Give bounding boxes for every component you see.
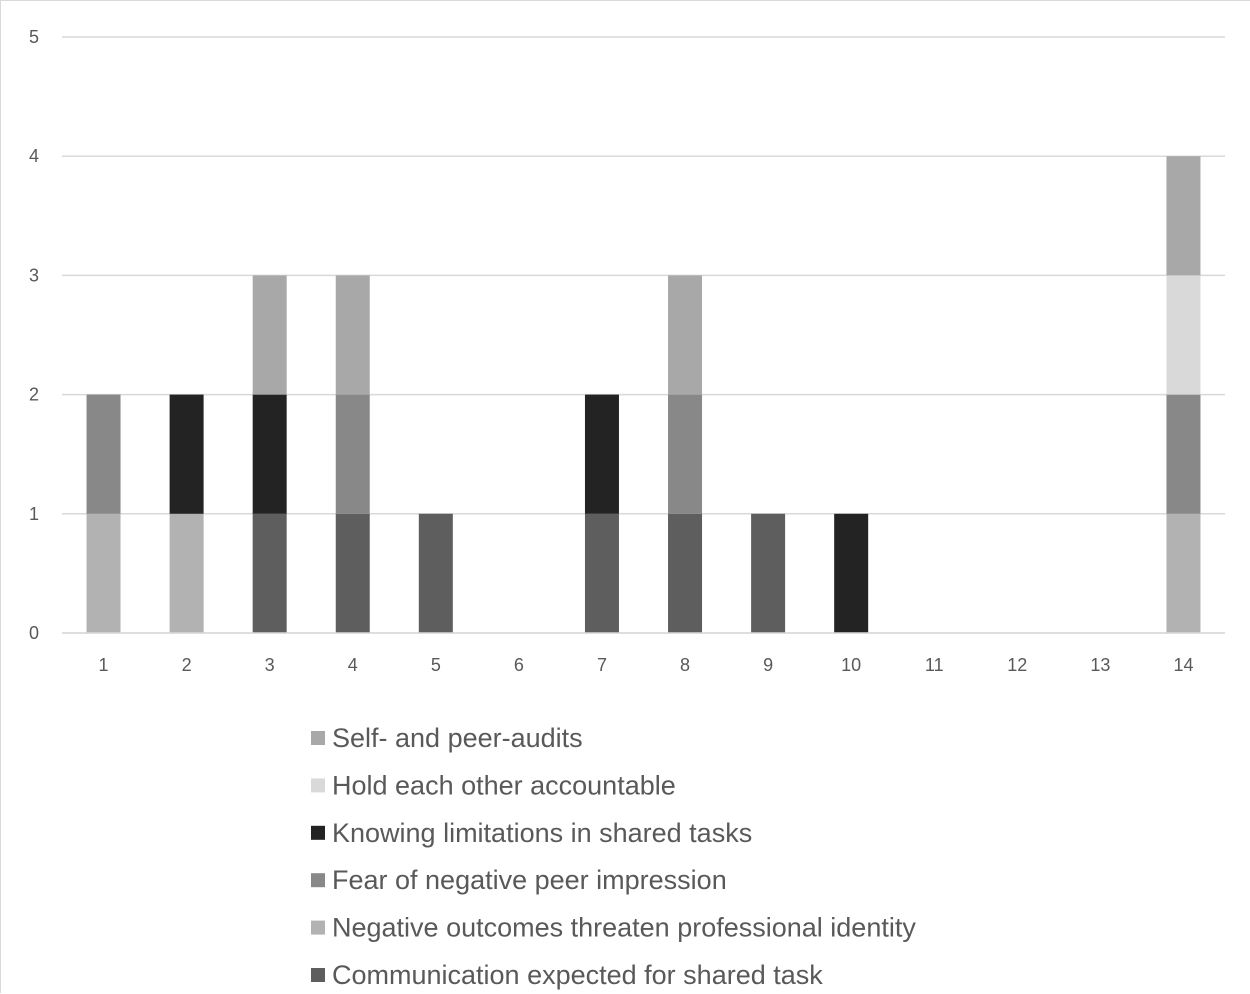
x-axis-ticks: 1 2 3 4 5 6 7 8 9 10 11 12 13 14 (62, 632, 1225, 675)
legend-swatch (311, 968, 325, 982)
legend-label: Fear of negative peer impression (332, 865, 727, 895)
x-tick-label: 5 (431, 655, 441, 675)
bar-segment-5-series-0 (418, 513, 453, 633)
x-tick-label: 9 (763, 655, 773, 675)
legend-label: Negative outcomes threaten professional … (332, 913, 916, 943)
x-tick-label: 7 (597, 655, 607, 675)
x-tick-label: 6 (514, 655, 524, 675)
bar-segment-14-series-4 (1166, 275, 1201, 395)
y-tick-label: 5 (29, 27, 39, 47)
legend-label: Self- and peer-audits (332, 723, 583, 753)
bar-segment-10-series-3 (834, 513, 869, 633)
x-tick-label: 12 (1007, 655, 1027, 675)
bar-segment-14-series-5 (1166, 156, 1201, 276)
y-tick-label: 3 (29, 265, 39, 285)
bar-segment-8-series-2 (668, 394, 703, 514)
bar-segment-1-series-1 (86, 513, 121, 633)
legend-swatch (311, 825, 325, 840)
bar-segment-4-series-0 (335, 513, 370, 633)
bar-segment-3-series-0 (252, 513, 287, 633)
x-tick-label: 11 (925, 655, 944, 675)
legend-label: Knowing limitations in shared tasks (332, 818, 752, 848)
bar-segment-8-series-0 (668, 513, 703, 633)
x-tick-label: 10 (841, 655, 861, 675)
y-axis-ticks: 0 1 2 3 4 5 (29, 27, 39, 643)
legend-label: Hold each other accountable (332, 770, 676, 800)
bar-segment-2-series-1 (169, 513, 204, 633)
bar-segment-7-series-3 (584, 394, 619, 514)
y-tick-label: 1 (29, 504, 39, 524)
bars (86, 156, 1201, 633)
bar-segment-8-series-5 (668, 275, 703, 395)
bar-segment-14-series-1 (1166, 513, 1201, 633)
legend-swatch (311, 873, 325, 888)
bar-segment-3-series-5 (252, 275, 287, 395)
x-tick-label: 4 (348, 655, 358, 675)
bar-segment-9-series-0 (751, 513, 786, 633)
y-tick-label: 4 (29, 146, 39, 166)
x-tick-label: 3 (265, 655, 275, 675)
legend-swatch (311, 731, 325, 745)
y-tick-label: 2 (29, 385, 39, 405)
x-tick-label: 2 (182, 655, 192, 675)
legend: Self- and peer-audits Hold each other acc… (311, 723, 916, 990)
bar-segment-4-series-5 (335, 275, 370, 395)
bar-segment-2-series-3 (169, 394, 204, 514)
x-tick-label: 13 (1090, 655, 1110, 675)
legend-swatch (311, 920, 325, 935)
bar-segment-7-series-0 (584, 513, 619, 633)
x-tick-label: 1 (99, 655, 109, 675)
gridlines (62, 36, 1225, 634)
bar-segment-1-series-2 (86, 394, 121, 514)
legend-label: Communication expected for shared task (332, 960, 823, 990)
bar-segment-3-series-3 (252, 394, 287, 514)
bar-segment-4-series-2 (335, 394, 370, 514)
x-tick-label: 14 (1173, 655, 1193, 675)
legend-swatch (311, 778, 325, 793)
bar-segment-14-series-2 (1166, 394, 1201, 514)
x-tick-label: 8 (680, 655, 690, 675)
y-tick-label: 0 (29, 623, 39, 643)
